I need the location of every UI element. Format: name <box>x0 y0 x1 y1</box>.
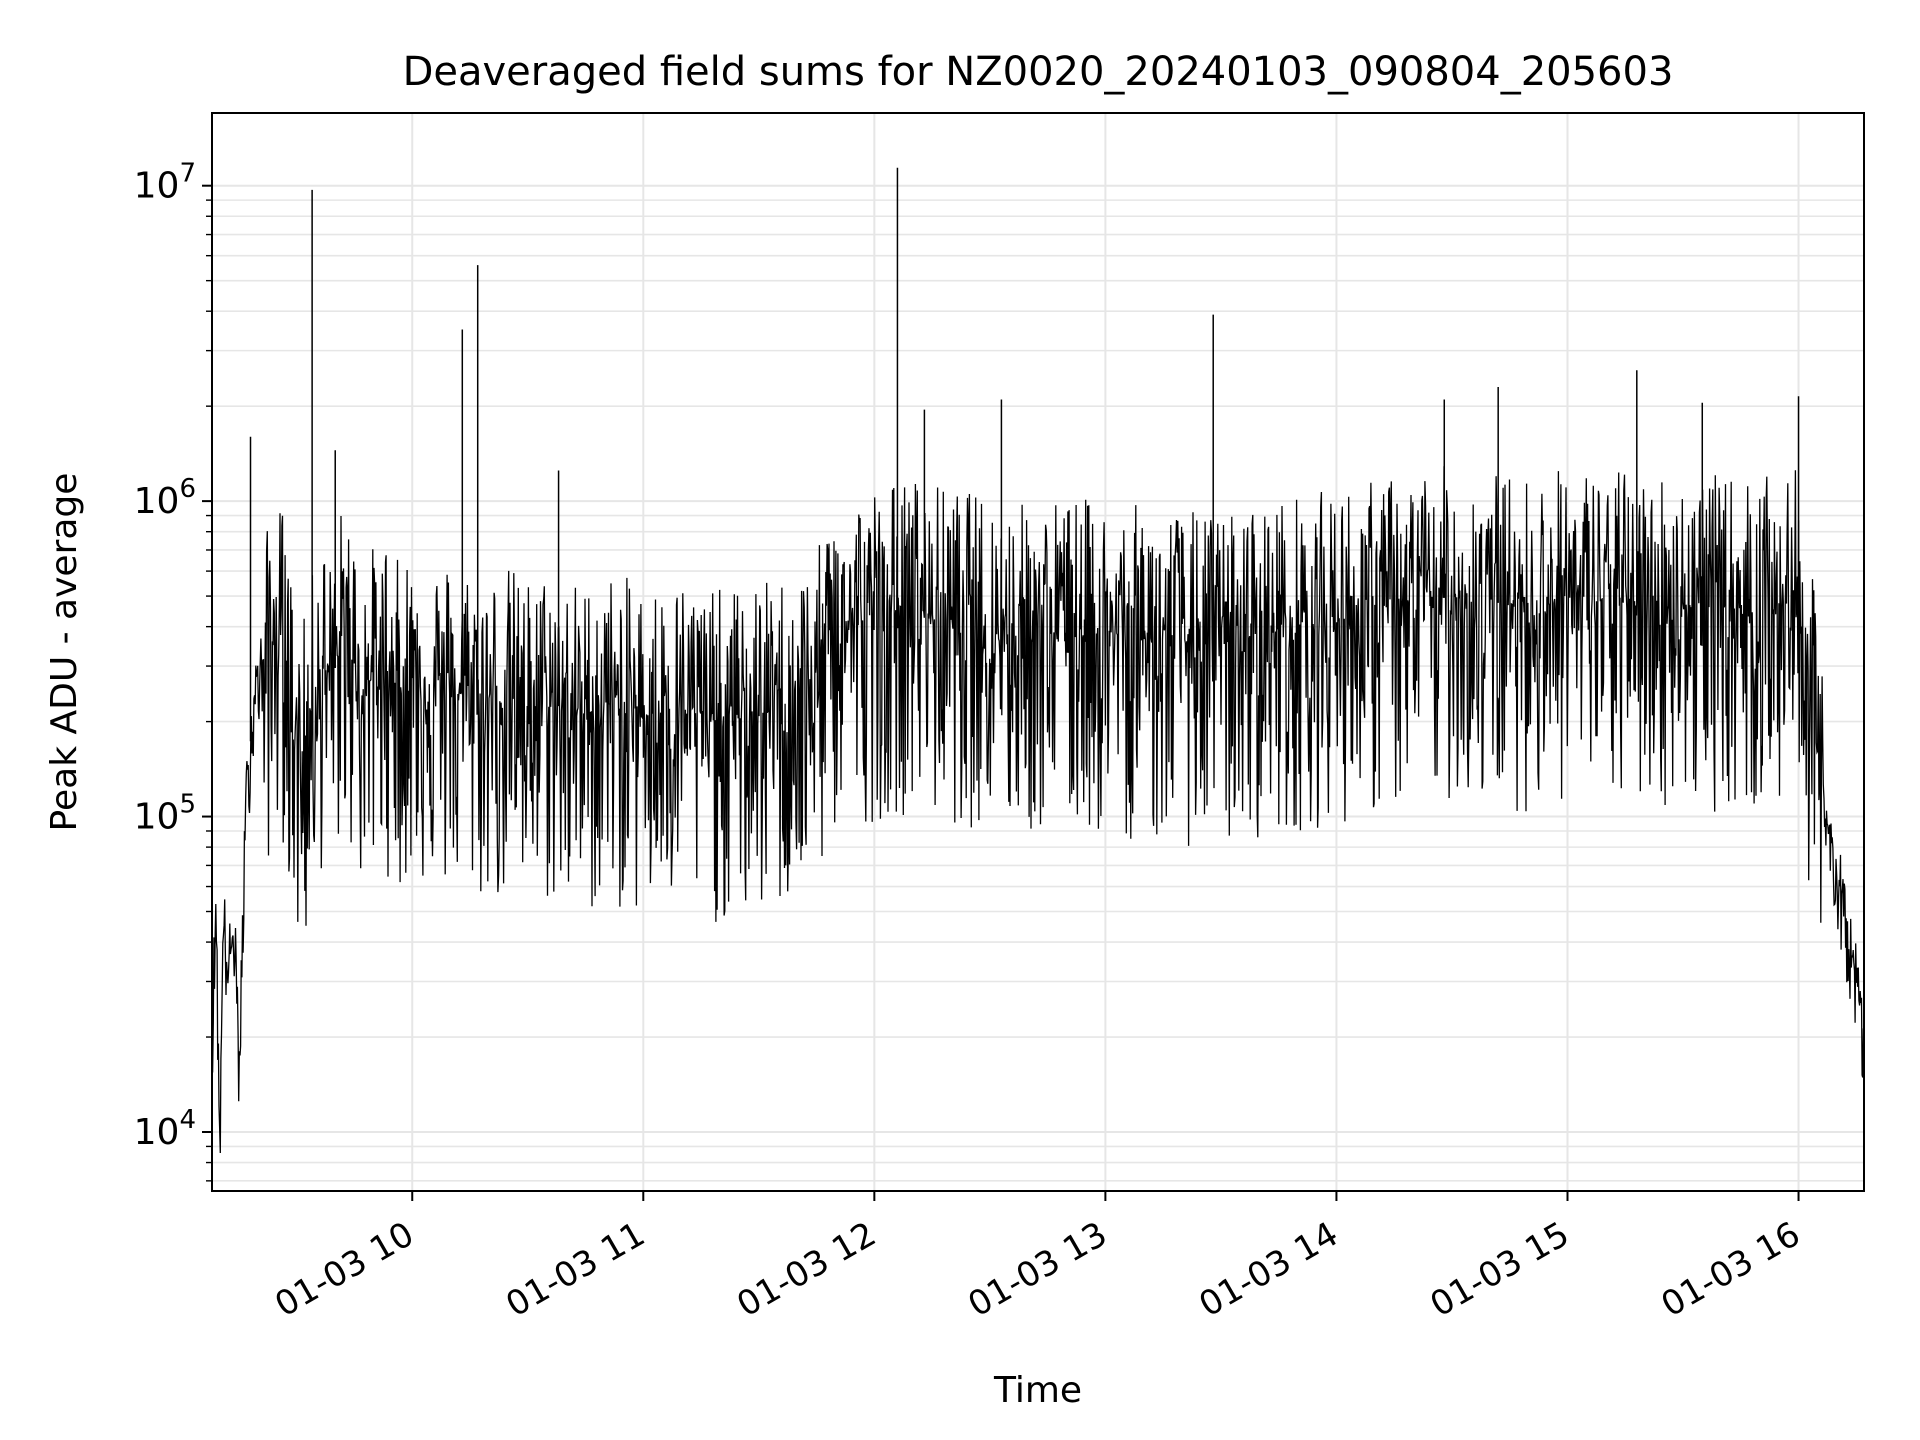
chart-title: Deaveraged field sums for NZ0020_2024010… <box>403 49 1674 95</box>
plot-frame <box>211 112 1865 1192</box>
y-tick-label: 107 <box>134 159 196 207</box>
y-tick-label: 106 <box>134 474 196 522</box>
y-tick-label: 105 <box>134 790 196 838</box>
series-line <box>212 466 1864 1154</box>
x-axis-label: Time <box>993 1370 1082 1411</box>
y-axis-ticks: 104 105 106 107 <box>134 159 212 1182</box>
plot-area <box>212 167 1864 1154</box>
y-axis-label: Peak ADU - average <box>44 473 85 832</box>
y-tick-label: 104 <box>134 1105 196 1153</box>
